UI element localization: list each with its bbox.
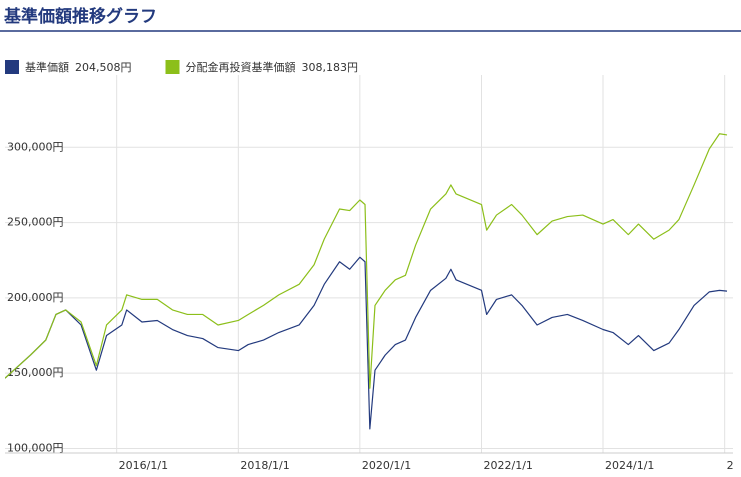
legend-swatch: [165, 60, 180, 74]
y-tick-label: 250,000円: [7, 216, 64, 229]
plot-area: [5, 133, 728, 430]
y-tick-label: 150,000円: [7, 366, 64, 379]
chart-title: 基準価額推移グラフ: [3, 6, 157, 27]
x-tick-label: 2020/1/1: [362, 459, 411, 472]
x-tick-label: 2024/1/1: [605, 459, 654, 472]
legend-label: 基準価額: [25, 60, 69, 74]
legend-swatch: [5, 60, 19, 74]
x-tick-label: 2022/1/1: [484, 459, 533, 472]
x-tick-label: 2018/1/1: [240, 459, 289, 472]
legend-value: 308,183円: [302, 61, 359, 74]
x-tick-label: 2016/1/1: [119, 459, 168, 472]
y-tick-label: 200,000円: [7, 291, 64, 304]
x-tick-label: 2: [727, 459, 734, 472]
y-tick-label: 100,000円: [7, 441, 64, 454]
y-tick-label: 300,000円: [7, 140, 64, 153]
series-line: [5, 133, 728, 389]
legend-value: 204,508円: [75, 61, 132, 74]
legend-label: 分配金再投資基準価額: [186, 60, 296, 74]
series-line: [5, 256, 728, 430]
